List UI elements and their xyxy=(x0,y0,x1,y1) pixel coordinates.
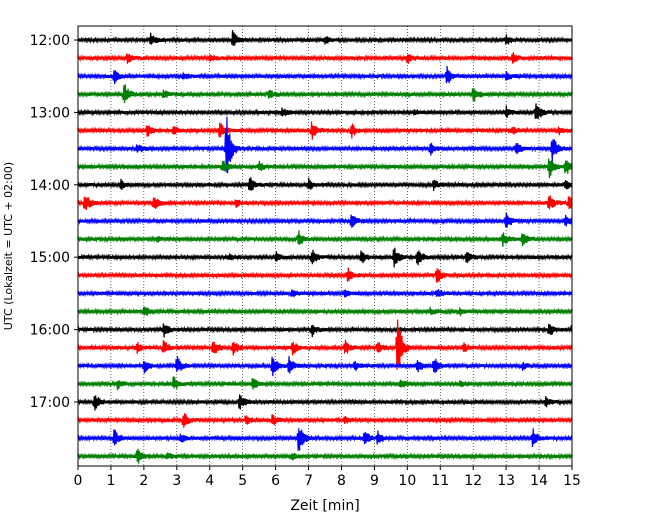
trace-row xyxy=(77,65,573,85)
y-tick-label: 13:00 xyxy=(30,105,70,121)
trace-row xyxy=(77,289,573,298)
x-tick-label: 1 xyxy=(106,473,115,489)
x-tick-label: 5 xyxy=(238,473,247,489)
trace-row xyxy=(77,195,573,210)
y-tick-label: 17:00 xyxy=(30,395,70,411)
y-tick-label: 16:00 xyxy=(30,323,70,339)
trace-row xyxy=(77,177,573,192)
x-tick-label: 10 xyxy=(398,473,416,489)
x-tick-label: 11 xyxy=(431,473,449,489)
trace-row xyxy=(77,376,573,391)
trace-row xyxy=(77,448,573,464)
x-tick-label: 8 xyxy=(337,473,346,489)
x-axis-label: Zeit [min] xyxy=(290,498,359,514)
trace-row xyxy=(77,247,573,268)
trace-row xyxy=(77,121,573,140)
x-tick-label: 12 xyxy=(464,473,482,489)
grid-layer xyxy=(110,26,540,466)
x-tick-label: 14 xyxy=(530,473,548,489)
x-tick-label: 9 xyxy=(370,473,379,489)
trace-row xyxy=(77,306,573,317)
y-tick-label: 12:00 xyxy=(30,33,70,49)
trace-row xyxy=(77,84,573,104)
y-tick-label: 15:00 xyxy=(30,250,70,266)
x-tick-label: 3 xyxy=(172,473,181,489)
x-tick-label: 7 xyxy=(304,473,313,489)
trace-row xyxy=(77,394,573,411)
trace-row xyxy=(77,103,573,119)
trace-row xyxy=(77,29,573,46)
trace-row xyxy=(77,158,573,179)
plot-frame xyxy=(77,25,573,467)
x-tick-label: 13 xyxy=(497,473,515,489)
trace-row xyxy=(77,116,573,174)
x-tick-label: 4 xyxy=(205,473,214,489)
y-axis-label: UTC (Lokalzeit = UTC + 02:00) xyxy=(2,162,15,330)
x-tick-label: 15 xyxy=(563,473,581,489)
trace-layer xyxy=(77,29,573,464)
axis-layer: 0 1 2 3 4 5 6 7 8 9 10 11 12 13 14 1512:0013:0014:0015:… xyxy=(30,33,581,489)
y-tick-label: 14:00 xyxy=(30,178,70,194)
x-tick-label: 0 xyxy=(74,473,83,489)
trace-row xyxy=(77,428,573,451)
trace-row xyxy=(77,413,573,428)
trace-row xyxy=(77,212,573,228)
trace-row xyxy=(77,52,573,64)
trace-row xyxy=(77,356,573,377)
trace-row xyxy=(77,267,573,283)
trace-row xyxy=(77,323,573,338)
trace-row xyxy=(77,319,573,371)
x-tick-label: 6 xyxy=(271,473,280,489)
x-tick-label: 2 xyxy=(139,473,148,489)
trace-row xyxy=(77,230,573,247)
